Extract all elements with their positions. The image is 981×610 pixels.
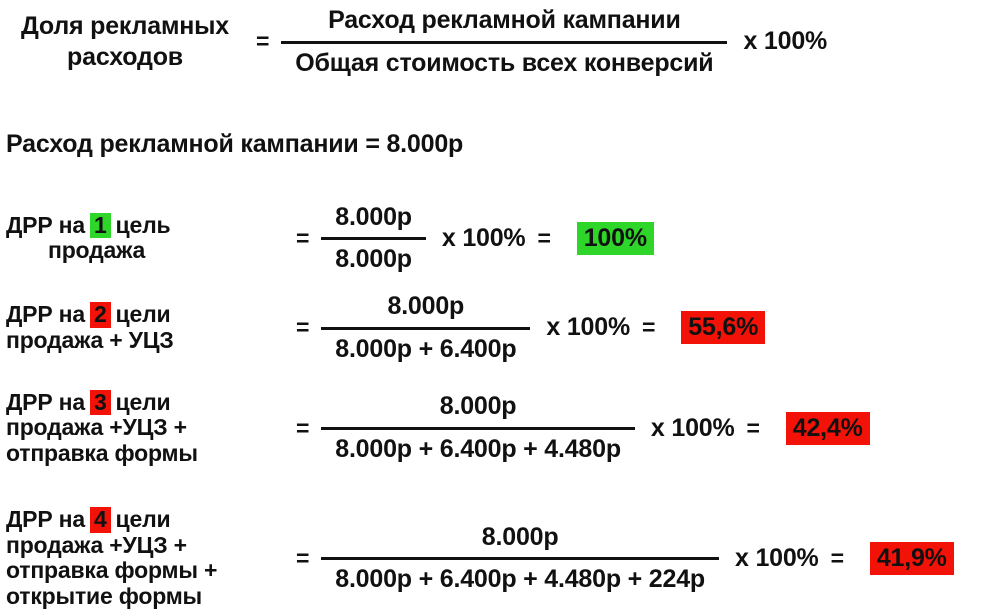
- definition-fraction: Расход рекламной кампании Общая стоимост…: [281, 6, 728, 78]
- formula-row-3: ДРР на 3 цели продажа +УЦЗ + отправка форм…: [6, 388, 981, 467]
- row-label: ДРР на 4 цели продажа +УЦЗ + отправка форм…: [6, 505, 284, 610]
- times-100-label: x 100%: [546, 313, 630, 342]
- label-prefix: ДРР на: [6, 211, 85, 238]
- row-label-line2: продажа +УЦЗ +: [6, 531, 187, 558]
- result-badge: 41,9%: [869, 541, 954, 575]
- result-badge: 42,4%: [785, 411, 870, 445]
- equals-sign: =: [296, 224, 310, 251]
- formula-row-4: ДРР на 4 цели продажа +УЦЗ + отправка форм…: [6, 505, 981, 610]
- label-prefix: ДРР на: [6, 505, 85, 532]
- formula-row-1: ДРР на 1 цель продажа = 8.000р 8.000р x 10…: [6, 203, 981, 275]
- times-100-label: x 100%: [441, 223, 526, 252]
- row-label-line4: открытие формы: [6, 583, 203, 609]
- times-100-label: x 100%: [650, 413, 735, 442]
- row-label-line1: ДРР на 4 цели: [6, 505, 284, 533]
- fraction-numerator: 8.000р: [321, 392, 635, 431]
- equals-sign: =: [296, 414, 310, 441]
- goal-number-highlight: 2: [89, 301, 111, 328]
- equals-sign: =: [296, 314, 310, 341]
- row-label: ДРР на 2 цели продажа + УЦЗ: [6, 301, 284, 354]
- times-100-label: x 100%: [735, 543, 819, 572]
- row-label-line2: продажа +УЦЗ +: [6, 414, 187, 441]
- fraction-numerator: Расход рекламной кампании: [281, 6, 728, 44]
- given-value: Расход рекламной кампании = 8.000р: [6, 129, 464, 158]
- equals-sign: =: [537, 224, 551, 251]
- equals-sign: =: [296, 544, 310, 571]
- fraction-denominator: 8.000р: [335, 245, 412, 274]
- fraction-numerator: 8.000р: [321, 292, 531, 330]
- label-suffix: цель: [115, 211, 171, 238]
- definition-term-line1: Доля рекламных: [20, 11, 229, 40]
- fraction-denominator: 8.000р + 6.400р + 4.480р: [335, 435, 621, 464]
- row-fraction: 8.000р 8.000р + 6.400р + 4.480р + 224р: [321, 523, 719, 595]
- formula-row-2: ДРР на 2 цели продажа + УЦЗ = 8.000р 8.000…: [6, 292, 981, 364]
- label-suffix: цели: [115, 388, 171, 415]
- equals-sign: =: [256, 28, 270, 55]
- row-label: ДРР на 1 цель продажа: [6, 211, 284, 265]
- times-100-label: x 100%: [743, 27, 828, 56]
- row-label-line2: продажа + УЦЗ: [6, 326, 174, 353]
- equals-sign: =: [641, 314, 656, 341]
- label-prefix: ДРР на: [6, 301, 85, 327]
- result-badge: 55,6%: [681, 311, 766, 345]
- label-suffix: цели: [115, 301, 171, 327]
- fraction-denominator: Общая стоимость всех конверсий: [295, 48, 714, 77]
- definition-term: Доля рекламных расходов: [6, 11, 244, 74]
- row-label-line2: продажа: [48, 237, 146, 264]
- result-badge: 100%: [576, 221, 654, 255]
- row-fraction: 8.000р 8.000р + 6.400р: [321, 292, 531, 364]
- goal-number-highlight: 3: [89, 389, 111, 416]
- row-label-line3: отправка формы +: [6, 557, 218, 584]
- fraction-numerator: 8.000р: [321, 523, 719, 561]
- row-label-line3: отправка формы: [6, 440, 198, 466]
- goal-number-highlight: 4: [89, 506, 111, 533]
- row-label-line1: ДРР на 1 цель: [6, 211, 284, 239]
- definition-term-line2: расходов: [67, 42, 183, 71]
- label-suffix: цели: [115, 505, 171, 532]
- row-label: ДРР на 3 цели продажа +УЦЗ + отправка форм…: [6, 388, 284, 467]
- goal-number-highlight: 1: [89, 212, 111, 239]
- row-label-line1: ДРР на 3 цели: [6, 388, 284, 416]
- definition-formula: Доля рекламных расходов = Расход рекламн…: [6, 6, 981, 78]
- fraction-numerator: 8.000р: [321, 203, 426, 241]
- row-label-line1: ДРР на 2 цели: [6, 301, 284, 328]
- fraction-denominator: 8.000р + 6.400р + 4.480р + 224р: [335, 565, 705, 594]
- label-prefix: ДРР на: [6, 388, 85, 415]
- fraction-denominator: 8.000р + 6.400р: [335, 334, 517, 363]
- row-fraction: 8.000р 8.000р: [321, 203, 426, 275]
- equals-sign: =: [746, 414, 760, 441]
- row-fraction: 8.000р 8.000р + 6.400р + 4.480р: [321, 392, 635, 464]
- equals-sign: =: [830, 544, 844, 571]
